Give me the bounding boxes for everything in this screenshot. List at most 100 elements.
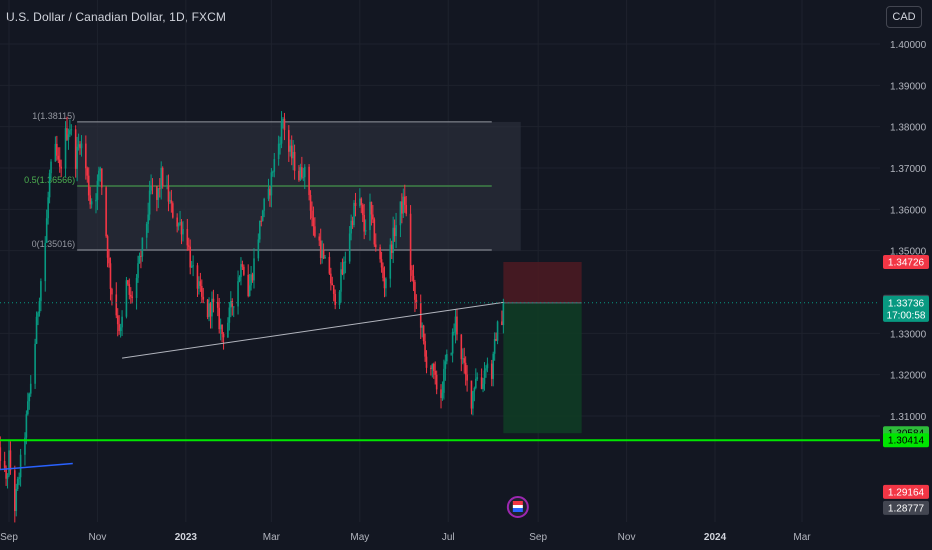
candle-body: [199, 281, 202, 286]
candle-body: [319, 240, 322, 259]
price-tick-label: 1.33000: [890, 329, 927, 340]
candle-body: [34, 343, 36, 384]
candle-body: [86, 168, 89, 176]
candle-body: [186, 228, 189, 246]
candle-body: [70, 129, 73, 131]
candle-body: [212, 298, 215, 303]
candle-body: [450, 353, 452, 355]
candle-body: [414, 281, 416, 300]
candle-body: [169, 200, 171, 202]
candle-body: [141, 237, 144, 257]
candle-body: [363, 214, 365, 232]
candle-body: [253, 258, 255, 281]
candle-body: [311, 210, 313, 219]
candle-body: [270, 172, 273, 196]
candle-body: [332, 285, 335, 294]
candle-body: [338, 291, 341, 305]
drawings[interactable]: [0, 301, 880, 471]
candle-body: [119, 327, 122, 332]
candle-body: [298, 170, 300, 181]
candle-body: [85, 143, 87, 169]
currency-button[interactable]: CAD: [886, 6, 922, 28]
price-tag: [883, 484, 929, 499]
candle-body: [354, 202, 357, 207]
candle-body: [35, 316, 38, 344]
candle-body: [209, 303, 212, 317]
candle-body: [60, 166, 62, 169]
candle-body: [3, 460, 6, 468]
candle-body: [222, 333, 225, 338]
candle-body: [440, 389, 442, 398]
candle-body: [374, 244, 377, 248]
fib-level-label: 0(1.35016): [32, 239, 76, 249]
candle-body: [187, 245, 190, 247]
candle-body: [461, 358, 464, 360]
candle-body: [456, 316, 458, 335]
price-axis[interactable]: 1.40000 1.39000 1.38000 1.37000 1.36000 1.350…: [890, 40, 927, 423]
candle-body: [243, 266, 245, 275]
candle-body: [202, 296, 205, 300]
candle-body: [483, 370, 486, 384]
candle-body: [147, 214, 149, 225]
candle-body: [280, 121, 283, 144]
candle-body: [100, 168, 103, 188]
candle-body: [308, 166, 310, 196]
candle-body: [330, 273, 332, 284]
price-tag: [883, 433, 929, 448]
candle-body: [64, 128, 67, 169]
candle-body: [201, 285, 203, 297]
candle-body: [472, 391, 474, 409]
candle-body: [277, 143, 280, 160]
candle-body: [263, 198, 265, 211]
price-tick-label: 1.38000: [890, 123, 927, 134]
price-tick-label: 1.40000: [890, 40, 927, 51]
candle-body: [344, 261, 347, 263]
candle-body: [37, 313, 39, 317]
candle-body: [247, 274, 250, 297]
candle-body: [431, 364, 434, 369]
flag-stripe-blue: [512, 508, 523, 512]
candle-body: [135, 277, 138, 298]
candle-body: [250, 274, 252, 286]
candle-body: [54, 143, 57, 162]
time-axis[interactable]: Sep Nov 2023 Mar May Jul Sep Nov 2024 Mar: [0, 532, 811, 543]
candle-body: [322, 250, 325, 259]
candle-body: [121, 316, 123, 328]
candle-body: [47, 197, 49, 219]
candle-body: [151, 185, 154, 187]
short-position-tool[interactable]: [503, 261, 582, 434]
candle-body: [383, 277, 386, 289]
candle-body: [324, 256, 326, 259]
candle-body: [19, 454, 22, 478]
flag-stripe-white: [512, 505, 523, 508]
candle-body: [137, 263, 139, 278]
candle-body: [125, 280, 128, 317]
candle-body: [290, 145, 293, 159]
candle-body: [492, 353, 495, 379]
candle-body: [18, 477, 20, 479]
candle-body: [482, 383, 484, 389]
candle-body: [334, 293, 336, 305]
candle-body: [309, 195, 312, 211]
candle-body: [116, 315, 119, 325]
event-marker[interactable]: [506, 496, 529, 518]
candle-body: [129, 294, 132, 297]
candle-body: [8, 450, 10, 476]
candle-body: [77, 144, 80, 147]
candle-body: [166, 185, 168, 187]
candle-body: [314, 226, 316, 237]
candle-body: [502, 302, 505, 326]
candle-body: [382, 267, 384, 278]
candle-body: [380, 259, 383, 268]
candle-body: [179, 222, 181, 224]
candle-body: [57, 155, 60, 160]
candle-body: [74, 129, 77, 169]
time-tick-label: Nov: [618, 532, 636, 543]
candle-body: [167, 185, 170, 202]
candle-body: [208, 303, 210, 318]
candle-body: [15, 489, 18, 512]
candle-body: [150, 185, 152, 191]
candle-body: [177, 223, 180, 227]
candle-body: [238, 277, 241, 282]
